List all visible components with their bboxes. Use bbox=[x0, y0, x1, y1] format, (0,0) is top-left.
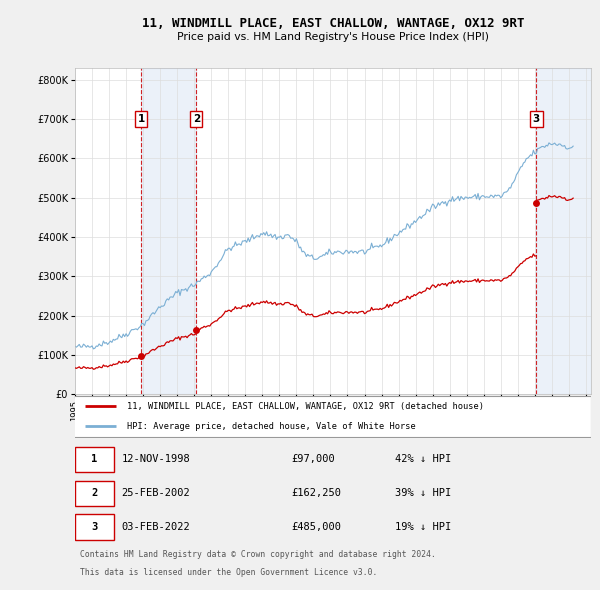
FancyBboxPatch shape bbox=[75, 447, 114, 472]
Text: Contains HM Land Registry data © Crown copyright and database right 2024.: Contains HM Land Registry data © Crown c… bbox=[80, 550, 436, 559]
Text: 39% ↓ HPI: 39% ↓ HPI bbox=[395, 488, 451, 498]
Text: 2: 2 bbox=[91, 488, 97, 498]
Text: 12-NOV-1998: 12-NOV-1998 bbox=[121, 454, 190, 464]
Text: 25-FEB-2002: 25-FEB-2002 bbox=[121, 488, 190, 498]
Text: 3: 3 bbox=[91, 522, 97, 532]
Text: This data is licensed under the Open Government Licence v3.0.: This data is licensed under the Open Gov… bbox=[80, 568, 377, 578]
Text: £485,000: £485,000 bbox=[292, 522, 342, 532]
Text: 42% ↓ HPI: 42% ↓ HPI bbox=[395, 454, 451, 464]
Text: 11, WINDMILL PLACE, EAST CHALLOW, WANTAGE, OX12 9RT (detached house): 11, WINDMILL PLACE, EAST CHALLOW, WANTAG… bbox=[127, 402, 484, 411]
Text: 11, WINDMILL PLACE, EAST CHALLOW, WANTAGE, OX12 9RT: 11, WINDMILL PLACE, EAST CHALLOW, WANTAG… bbox=[142, 17, 524, 30]
Text: 1: 1 bbox=[91, 454, 97, 464]
Text: 2: 2 bbox=[193, 114, 200, 124]
Text: 19% ↓ HPI: 19% ↓ HPI bbox=[395, 522, 451, 532]
Bar bbox=[536, 68, 591, 394]
Text: 3: 3 bbox=[533, 114, 540, 124]
Text: Price paid vs. HM Land Registry's House Price Index (HPI): Price paid vs. HM Land Registry's House … bbox=[177, 32, 489, 42]
Text: 03-FEB-2022: 03-FEB-2022 bbox=[121, 522, 190, 532]
Text: £97,000: £97,000 bbox=[292, 454, 335, 464]
FancyBboxPatch shape bbox=[73, 396, 591, 437]
Bar bbox=[141, 68, 196, 394]
Text: 1: 1 bbox=[137, 114, 145, 124]
Text: £162,250: £162,250 bbox=[292, 488, 342, 498]
FancyBboxPatch shape bbox=[75, 514, 114, 539]
FancyBboxPatch shape bbox=[75, 480, 114, 506]
Text: HPI: Average price, detached house, Vale of White Horse: HPI: Average price, detached house, Vale… bbox=[127, 422, 415, 431]
